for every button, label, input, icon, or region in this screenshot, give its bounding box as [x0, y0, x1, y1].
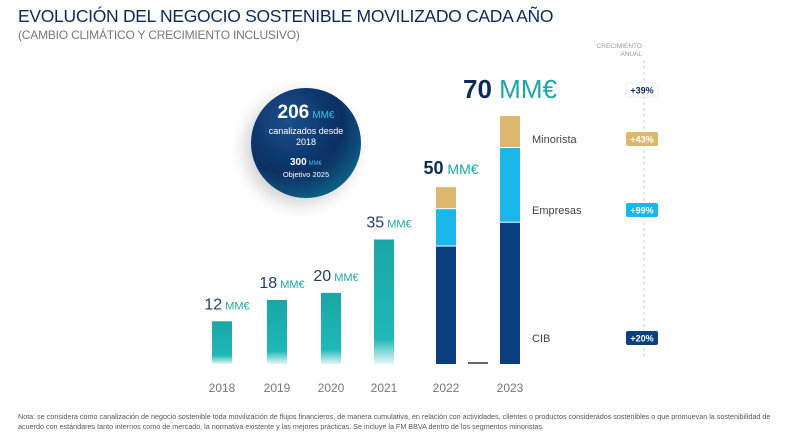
- circle-text2: 2018: [296, 137, 316, 147]
- circle-target-text: Objetivo 2025: [283, 170, 329, 179]
- bar-2021: [374, 239, 394, 364]
- footnote: Nota: se considera como canalización de …: [18, 412, 771, 431]
- circle-text1: canalizados desde: [269, 126, 344, 136]
- bar-segment-cib-2022: [436, 246, 456, 364]
- total-label-2018: 12 MM€: [204, 296, 249, 313]
- bar-segment-empresas-2023: [500, 148, 520, 222]
- total-label-2022: 50 MM€: [423, 158, 478, 178]
- legend-empresas: Empresas: [532, 205, 582, 217]
- chart-title: EVOLUCIÓN DEL NEGOCIO SOSTENIBLE MOVILIZ…: [18, 6, 554, 26]
- bar-2018: [212, 321, 232, 364]
- growth-header: CRECIMIENTO ANUAL: [560, 43, 642, 59]
- chart-subtitle: (CAMBIO CLIMÁTICO Y CRECIMIENTO INCLUSIV…: [18, 28, 300, 42]
- bar-segment-cib-2023: [500, 222, 520, 364]
- growth-value-empresas: +99%: [630, 206, 653, 216]
- x-tick-2021: 2021: [371, 381, 398, 395]
- growth-value-total: +39%: [630, 86, 653, 96]
- x-tick-2019: 2019: [264, 381, 291, 395]
- growth-badge-minorista: [626, 132, 658, 146]
- total-label-2021: 35 MM€: [366, 215, 411, 232]
- bar-segment-minorista-2023: [500, 116, 520, 148]
- bar-segment-empresas-2022: [436, 209, 456, 246]
- legend-cib: CIB: [532, 333, 550, 345]
- growth-header-line2: ANUAL: [620, 51, 642, 58]
- x-tick-2020: 2020: [318, 381, 345, 395]
- growth-value-minorista: +43%: [630, 135, 653, 145]
- x-tick-2023: 2023: [497, 381, 524, 395]
- circle-target: 300 MM€: [290, 157, 323, 168]
- total-label-2020: 20 MM€: [313, 268, 358, 285]
- legend-minorista: Minorista: [532, 134, 578, 146]
- total-label-2023: 70 MM€: [463, 74, 557, 104]
- bar-2019: [267, 299, 287, 364]
- growth-badge-cib: [626, 331, 658, 345]
- summary-circle: 206 MM€ canalizados desde 2018 300 MM€ Obj…: [251, 88, 361, 198]
- growth-badge-empresas: [626, 203, 658, 217]
- circle-total: 206 MM€: [278, 102, 335, 123]
- total-label-2019: 18 MM€: [259, 275, 304, 292]
- bar-segment-minorista-2022: [436, 187, 456, 209]
- growth-badge-total: [625, 82, 659, 98]
- growth-header-line1: CRECIMIENTO: [596, 43, 642, 50]
- x-tick-2022: 2022: [433, 381, 460, 395]
- bar-2020: [321, 292, 341, 364]
- x-tick-2018: 2018: [209, 381, 236, 395]
- growth-value-cib: +20%: [630, 334, 653, 344]
